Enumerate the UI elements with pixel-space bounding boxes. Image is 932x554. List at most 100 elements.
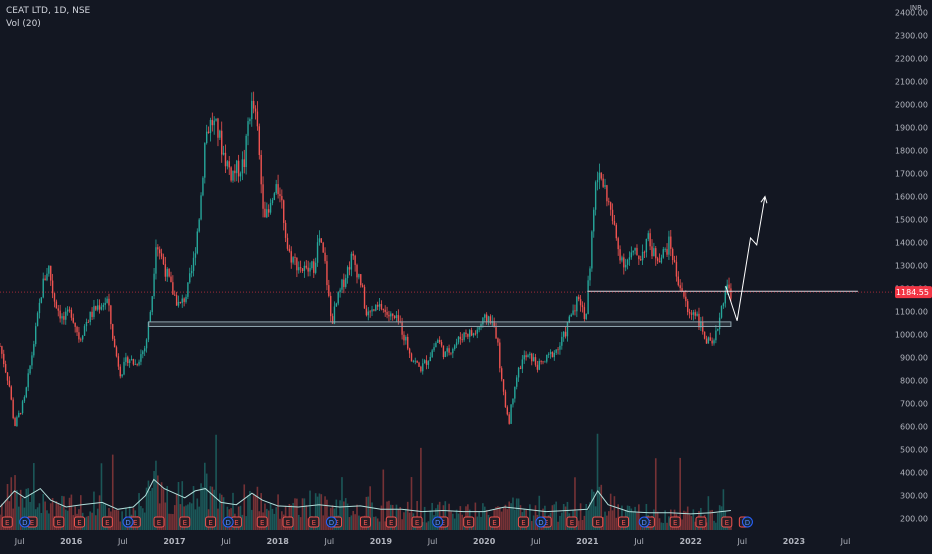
candle-body: [147, 321, 150, 340]
candle-body: [136, 364, 138, 365]
candle-body: [112, 324, 114, 339]
earnings-marker[interactable]: E: [566, 516, 578, 528]
candle-body: [649, 233, 651, 247]
earnings-marker[interactable]: E: [153, 516, 165, 528]
earnings-marker-box: [101, 516, 113, 528]
dividend-marker[interactable]: D: [19, 516, 31, 528]
earnings-marker[interactable]: E: [53, 516, 65, 528]
earnings-marker[interactable]: E: [463, 516, 475, 528]
earnings-marker[interactable]: E: [411, 516, 423, 528]
earnings-marker[interactable]: E: [256, 516, 268, 528]
candle-body: [598, 172, 601, 180]
dividend-marker[interactable]: D: [741, 516, 753, 528]
candle-body: [392, 313, 394, 316]
candle-body: [382, 309, 385, 310]
earnings-marker[interactable]: E: [73, 516, 85, 528]
candle-body: [656, 258, 659, 261]
volume-ma-line: [0, 478, 731, 515]
candle-body: [57, 308, 59, 311]
candle-body: [581, 305, 584, 308]
candle-body: [140, 354, 142, 362]
candle-body: [636, 247, 638, 256]
dividend-marker[interactable]: D: [432, 516, 444, 528]
candle-body: [102, 304, 105, 307]
candle-body: [658, 260, 661, 263]
volume-indicator-label[interactable]: Vol (20): [6, 19, 41, 29]
candle-body: [378, 304, 381, 307]
dividend-marker[interactable]: D: [535, 516, 547, 528]
dividend-marker[interactable]: D: [638, 516, 650, 528]
earnings-marker-box: [282, 516, 294, 528]
price-tick-label: 400.00: [900, 469, 928, 478]
time-tick-label: Jul: [840, 537, 851, 546]
candle-body: [273, 193, 276, 200]
candle-body: [638, 255, 640, 260]
price-tick-label: 700.00: [900, 400, 928, 409]
earnings-marker[interactable]: E: [517, 516, 529, 528]
candle-body: [29, 365, 31, 374]
earnings-marker[interactable]: E: [308, 516, 320, 528]
earnings-marker[interactable]: E: [721, 516, 733, 528]
candle-body: [348, 267, 351, 270]
candle-body: [187, 282, 189, 297]
earnings-marker[interactable]: E: [359, 516, 371, 528]
candle-body: [281, 196, 283, 201]
drawings[interactable]: [0, 195, 893, 327]
candle-body: [256, 111, 259, 127]
earnings-marker[interactable]: E: [179, 516, 191, 528]
price-tick-label: 300.00: [900, 492, 928, 501]
projection-arrow-path: [725, 196, 766, 321]
candle-body: [572, 310, 574, 315]
candle-body: [632, 250, 634, 253]
event-markers[interactable]: EEEEEEEEEEEEEEEEEEEEEEEEEEEEEEEDDDDDDDD: [1, 516, 753, 528]
dividend-marker[interactable]: D: [122, 516, 134, 528]
candle-body: [222, 152, 225, 155]
candle-body: [517, 367, 520, 378]
price-tick-label: 1500.00: [895, 216, 928, 225]
earnings-marker[interactable]: E: [385, 516, 397, 528]
price-tick-label: 1400.00: [895, 239, 928, 248]
candle-body: [510, 404, 512, 424]
candle-body: [707, 337, 710, 344]
candle-body: [31, 355, 33, 366]
candle-body: [452, 348, 454, 354]
dividend-marker[interactable]: D: [222, 516, 234, 528]
candle-body: [130, 359, 133, 361]
candle-body: [76, 326, 78, 333]
time-tick-label: 2022: [680, 537, 702, 546]
candle-body: [583, 307, 586, 319]
earnings-marker[interactable]: E: [618, 516, 630, 528]
price-tick-label: 1300.00: [895, 262, 928, 271]
candle-body: [53, 293, 56, 302]
earnings-marker-letter: E: [415, 519, 419, 527]
candle-body: [553, 352, 555, 358]
earnings-marker[interactable]: E: [230, 516, 242, 528]
earnings-marker[interactable]: E: [592, 516, 604, 528]
candle-body: [93, 306, 95, 317]
earnings-marker[interactable]: E: [1, 516, 13, 528]
candle-body: [495, 327, 497, 339]
earnings-marker-letter: E: [133, 519, 137, 527]
price-axis-background: [893, 0, 932, 550]
candle-body: [499, 342, 501, 369]
earnings-marker-letter: E: [57, 519, 61, 527]
candle-body: [431, 350, 433, 357]
earnings-marker[interactable]: E: [695, 516, 707, 528]
dividend-marker[interactable]: D: [325, 516, 337, 528]
symbol-title[interactable]: CEAT LTD, 1D, NSE: [6, 6, 91, 16]
earnings-marker[interactable]: E: [205, 516, 217, 528]
candle-body: [97, 305, 99, 310]
chart-legend: CEAT LTD, 1D, NSE Vol (20): [6, 5, 90, 31]
earnings-marker[interactable]: E: [282, 516, 294, 528]
candle-body: [390, 313, 392, 317]
candle-body: [384, 309, 386, 312]
earnings-marker[interactable]: E: [489, 516, 501, 528]
earnings-marker-box: [411, 516, 423, 528]
candle-body: [527, 355, 529, 358]
earnings-marker[interactable]: E: [669, 516, 681, 528]
earnings-marker[interactable]: E: [101, 516, 113, 528]
price-tick-label: 2200.00: [895, 55, 928, 64]
candle-body: [617, 238, 619, 250]
